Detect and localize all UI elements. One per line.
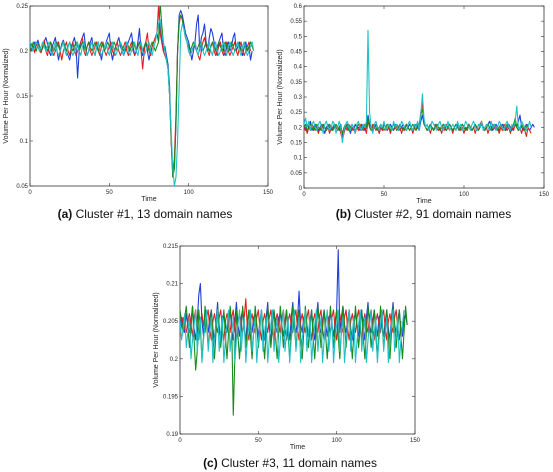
x-tick-label: 0 — [178, 438, 182, 444]
x-tick-label: 100 — [184, 190, 195, 196]
y-tick-label: 0.2 — [294, 125, 303, 131]
caption-b-label: (b) — [335, 207, 352, 221]
caption-a-label: (a) — [57, 207, 73, 221]
y-tick-label: 0.2 — [20, 49, 29, 55]
y-tick-label: 0.15 — [290, 141, 302, 147]
y-tick-label: 0.3 — [294, 95, 303, 101]
caption-c: (c) Cluster #3, 11 domain names — [150, 456, 430, 470]
y-tick-label: 0.205 — [163, 319, 179, 325]
chart-a: 0 50 100 150 0.05 0.1 0.15 0.2 0.25 Time Volume Pe… — [3, 4, 274, 203]
y-tick-label: 0.15 — [16, 94, 28, 100]
y-tick-label: 0 — [299, 186, 303, 192]
chart-panel-b: 0 50 100 150 0 0.05 0.1 0.15 0.2 0.25 0.3 0.35 0.4 0.… — [276, 0, 553, 230]
y-tick-label: 0.55 — [290, 19, 302, 25]
y-tick-label: 0.5 — [294, 34, 303, 40]
y-tick-label: 0.195 — [163, 394, 179, 400]
series-line-2 — [180, 298, 402, 341]
y-tick-label: 0.25 — [16, 4, 28, 10]
caption-c-label: (c) — [203, 456, 218, 470]
x-tick-label: 0 — [302, 192, 306, 198]
y-tick-label: 0.2 — [170, 357, 179, 363]
y-tick-label: 0.45 — [290, 50, 302, 56]
y-tick-label: 0.25 — [290, 110, 302, 116]
chart-panel-a: 0 50 100 150 0.05 0.1 0.15 0.2 0.25 Time Volume Pe… — [0, 0, 276, 230]
x-tick-label: 150 — [410, 438, 421, 444]
x-tick-label: 150 — [263, 190, 274, 196]
y-tick-label: 0.35 — [290, 80, 302, 86]
x-axis-label: Time — [416, 198, 431, 205]
x-tick-label: 0 — [28, 190, 32, 196]
plot-area — [303, 5, 545, 189]
y-tick-label: 0.19 — [166, 432, 178, 438]
y-tick-label: 0.215 — [163, 244, 179, 250]
caption-b: (b) Cluster #2, 91 domain names — [306, 207, 541, 221]
series-line-4 — [180, 309, 405, 364]
x-axis-label: Time — [290, 444, 305, 451]
y-tick-label: 0.05 — [290, 171, 302, 177]
chart-b: 0 50 100 150 0 0.05 0.1 0.15 0.2 0.25 0.3 0.35 0.4 0.… — [277, 4, 550, 205]
x-tick-label: 50 — [106, 190, 113, 196]
caption-a: (a) Cluster #1, 13 domain names — [30, 207, 260, 221]
y-tick-label: 0.05 — [16, 184, 28, 190]
caption-a-text: Cluster #1, 13 domain names — [75, 207, 233, 221]
caption-b-text: Cluster #2, 91 domain names — [354, 207, 512, 221]
x-tick-label: 50 — [381, 192, 388, 198]
y-tick-label: 0.6 — [294, 4, 303, 10]
x-tick-label: 100 — [332, 438, 343, 444]
series-line-4 — [304, 29, 532, 144]
y-tick-label: 0.1 — [20, 139, 29, 145]
series-line-4 — [30, 18, 255, 186]
x-tick-label: 100 — [459, 192, 470, 198]
plot-area — [29, 5, 269, 187]
y-tick-label: 0.21 — [166, 282, 178, 288]
y-axis-label: Volume Per Hour (Normalized) — [153, 292, 160, 387]
chart-panel-c: 0 50 100 150 0.19 0.195 0.2 0.205 0.21 0.215 Time V… — [150, 240, 430, 472]
x-tick-label: 150 — [539, 192, 550, 198]
x-axis-label: Time — [141, 196, 156, 203]
y-axis-label: Volume Per Hour (Normalized) — [3, 48, 10, 143]
chart-c: 0 50 100 150 0.19 0.195 0.2 0.205 0.21 0.215 Time V… — [153, 244, 421, 451]
caption-c-text: Cluster #3, 11 domain names — [221, 456, 377, 470]
x-tick-label: 50 — [255, 438, 262, 444]
y-axis-label: Volume Per Hour (Normalized) — [277, 49, 284, 144]
y-tick-label: 0.1 — [294, 156, 303, 162]
y-tick-label: 0.4 — [294, 65, 303, 71]
